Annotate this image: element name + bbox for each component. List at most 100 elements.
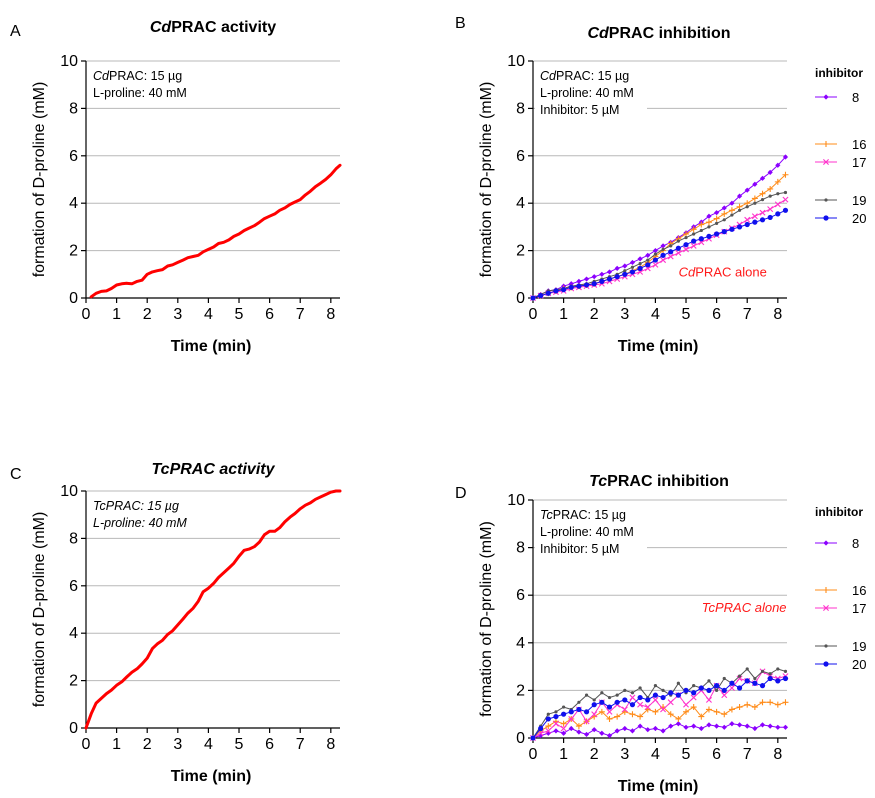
data-point: [652, 696, 659, 703]
data-point: [744, 701, 751, 708]
data-point: [683, 687, 689, 694]
italic-span: TcPRAC: 15 µg: [93, 499, 179, 513]
data-point: [752, 181, 758, 187]
data-point: [767, 699, 774, 706]
panel-letter: B: [455, 15, 466, 32]
data-point: [614, 274, 620, 280]
gridlines: [86, 490, 340, 682]
data-point: [775, 678, 781, 684]
data-point: [714, 683, 720, 689]
series-line: [532, 199, 786, 299]
x-tick-label: 2: [590, 306, 599, 323]
data-point: [629, 269, 636, 275]
data-point: [721, 687, 727, 694]
data-point: [707, 225, 711, 229]
data-point: [646, 258, 650, 262]
italic-span: Cd: [587, 25, 610, 42]
info-line: CdPRAC: 15 µg: [540, 69, 629, 83]
data-point: [660, 694, 666, 701]
series-main: [84, 489, 342, 730]
data-point: [782, 699, 789, 706]
info-box: CdPRAC: 15 µg L-proline: 40 mM Inhibitor: …: [535, 64, 647, 121]
data-point: [753, 676, 757, 681]
data-point: [561, 287, 567, 293]
info-box-background: [88, 494, 200, 534]
data-point: [637, 694, 643, 701]
data-point: [560, 720, 567, 727]
data-point: [705, 706, 712, 713]
data-point: [644, 704, 651, 711]
data-point: [660, 252, 666, 258]
data-point: [562, 705, 566, 709]
data-point: [637, 713, 644, 720]
x-tick-label: 1: [559, 746, 568, 763]
x-axis-label: Time (min): [618, 338, 699, 355]
data-point: [721, 205, 727, 211]
data-point: [759, 175, 766, 181]
data-point: [553, 288, 559, 294]
legend-marker: [823, 159, 829, 165]
data-point: [530, 735, 536, 741]
data-point: [767, 723, 773, 729]
info-box: TcPRAC: 15 µg L-proline: 40 mM Inhibitor: …: [535, 503, 647, 560]
data-point: [774, 201, 781, 208]
x-tick-label: 8: [773, 306, 782, 323]
data-point: [752, 219, 758, 225]
x-tick-label: 2: [143, 736, 152, 753]
data-point: [782, 675, 789, 682]
data-point: [615, 693, 619, 697]
data-point: [630, 265, 635, 269]
y-axis-label: formation of D-proline (mM): [31, 82, 48, 278]
data-point: [668, 723, 674, 729]
data-point: [752, 680, 758, 686]
series-main: [89, 163, 342, 299]
italic-span: Tc: [589, 473, 607, 490]
data-point: [782, 196, 789, 203]
data-point: [698, 236, 704, 242]
data-point: [736, 704, 743, 711]
data-point: [745, 667, 749, 671]
data-point: [668, 690, 674, 696]
data-point: [545, 723, 552, 730]
series-16: [530, 171, 789, 301]
data-point: [728, 685, 735, 692]
data-point: [721, 711, 728, 718]
x-tick-label: 7: [296, 306, 305, 323]
data-point: [782, 171, 789, 178]
data-point: [667, 699, 674, 706]
data-point: [583, 731, 590, 738]
text-span: L-proline: 40 mM: [93, 86, 187, 100]
x-tick-label: 1: [112, 306, 121, 323]
y-tick-label: 6: [69, 578, 78, 595]
panel-letter: D: [455, 485, 467, 502]
data-point: [575, 723, 582, 730]
data-point: [737, 674, 742, 678]
data-point: [637, 256, 643, 262]
data-point: [584, 693, 589, 697]
data-point: [591, 702, 597, 708]
x-tick-label: 0: [529, 306, 538, 323]
y-tick-label: 6: [516, 148, 525, 165]
data-point: [637, 265, 643, 271]
chart-title: TcPRAC inhibition: [589, 473, 729, 490]
x-tick-label: 1: [112, 736, 121, 753]
data-point: [744, 187, 750, 193]
data-point: [775, 211, 781, 217]
info-box: TcPRAC: 15 µg L-proline: 40 mM: [88, 494, 200, 534]
x-tick-label: 0: [529, 746, 538, 763]
data-point: [706, 233, 712, 239]
data-point: [683, 246, 690, 253]
x-tick-label: 5: [682, 306, 691, 323]
data-point: [675, 692, 681, 698]
data-point: [545, 716, 551, 722]
data-point: [661, 688, 665, 693]
data-point: [736, 224, 743, 230]
gridlines: [86, 60, 340, 252]
data-point: [767, 185, 774, 192]
data-point: [599, 730, 605, 736]
y-tick-label: 8: [516, 540, 525, 557]
data-point: [744, 723, 750, 729]
x-axis-label: Time (min): [171, 338, 252, 355]
